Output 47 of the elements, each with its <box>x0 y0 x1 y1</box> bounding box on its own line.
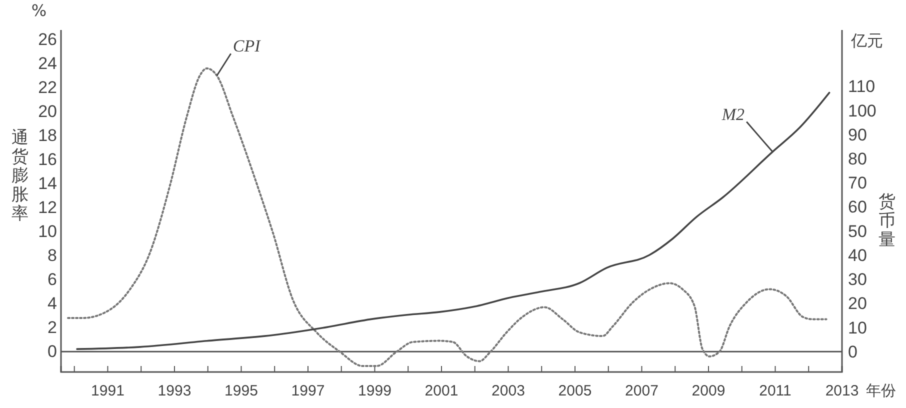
x-tick-label: 2007 <box>625 382 658 400</box>
y-tick-label: 4 <box>48 294 57 314</box>
x-tick-label: 2005 <box>558 382 592 400</box>
y2-tick-label: 60 <box>848 198 867 217</box>
y2-tick-label: 30 <box>848 270 867 290</box>
y-tick-label: 22 <box>38 78 57 98</box>
y2-tick-label: 70 <box>848 174 867 193</box>
x-tick-label: 1999 <box>358 382 392 400</box>
y2-tick-label: 90 <box>848 125 867 144</box>
line-series <box>76 92 830 350</box>
y-tick-label: 6 <box>48 270 57 290</box>
line-series <box>67 67 828 367</box>
y2-axis-title: 货币量 <box>878 192 896 250</box>
y-tick-label: 10 <box>38 222 57 242</box>
x-tick-label: 2001 <box>424 382 458 400</box>
y-tick-label: 26 <box>38 30 57 50</box>
y2-tick-label: 10 <box>848 318 867 338</box>
y2-tick-label: 40 <box>848 246 867 265</box>
text: 亿元 <box>850 31 883 50</box>
series-label: CPI <box>232 36 262 56</box>
y-tick-label: 2 <box>48 318 57 338</box>
x-tick-label: 1997 <box>291 382 325 400</box>
y2-tick-label: 0 <box>848 342 858 362</box>
y2-tick-label: 20 <box>848 294 867 314</box>
x-tick-label: 2003 <box>492 382 525 400</box>
y2-tick-label: 110 <box>848 77 876 96</box>
x-tick-label: 1993 <box>158 382 192 400</box>
x-tick-label: 2013 <box>825 382 859 400</box>
y2-tick-label: 80 <box>848 149 867 168</box>
x-tick-label: 1995 <box>224 382 258 400</box>
x-tick-label: 2009 <box>692 382 726 400</box>
x-tick-label: 2011 <box>759 382 792 400</box>
y-tick-label: 14 <box>38 174 57 194</box>
y2-tick-label: 100 <box>848 101 876 120</box>
y2-tick-label: 50 <box>848 222 867 241</box>
y-tick-label: 18 <box>38 126 57 146</box>
y-axis-title: 通货膨胀率 <box>12 128 28 224</box>
x-axis-title: 年份 <box>866 382 896 400</box>
text: M2 <box>720 104 746 124</box>
text: % <box>31 1 47 20</box>
y-tick-label: 16 <box>38 150 57 170</box>
y-tick-label: 24 <box>38 54 57 74</box>
y-tick-label: 12 <box>38 198 57 218</box>
y-tick-label: 20 <box>38 102 57 122</box>
y-tick-label: 8 <box>48 246 57 266</box>
y-tick-label: 0 <box>48 342 57 362</box>
x-tick-label: 1991 <box>91 382 124 400</box>
